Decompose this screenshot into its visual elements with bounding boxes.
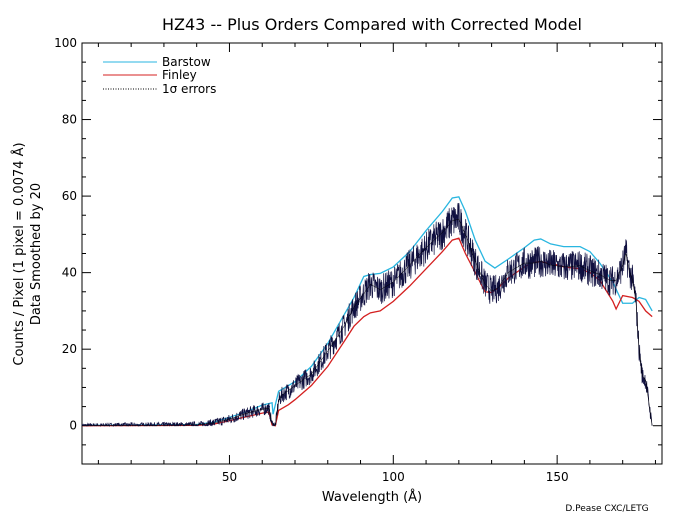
legend-label-barstow: Barstow bbox=[162, 55, 211, 69]
chart-title: HZ43 -- Plus Orders Compared with Correc… bbox=[162, 15, 582, 34]
x-axis-label: Wavelength (Å) bbox=[322, 489, 422, 505]
y-tick-label: 60 bbox=[62, 189, 77, 203]
legend-label-finley: Finley bbox=[162, 68, 197, 82]
credit-text: D.Pease CXC/LETG bbox=[565, 504, 648, 514]
legend-label-errors: 1σ errors bbox=[162, 82, 216, 96]
x-tick-label: 50 bbox=[222, 470, 237, 484]
y-tick-label: 100 bbox=[54, 36, 77, 50]
axis-ticks bbox=[82, 42, 662, 465]
series-barstow bbox=[81, 196, 653, 426]
y-tick-label: 80 bbox=[62, 113, 77, 127]
y-axis-sublabel: Data Smoothed by 20 bbox=[29, 183, 44, 325]
series-layer bbox=[81, 196, 653, 428]
y-tick-label: 0 bbox=[69, 419, 77, 433]
y-axis-label: Counts / Pixel (1 pixel = 0.0074 Å) bbox=[11, 142, 27, 365]
x-tick-label: 150 bbox=[546, 470, 569, 484]
y-tick-label: 40 bbox=[62, 266, 77, 280]
x-tick-label: 100 bbox=[382, 470, 405, 484]
y-tick-label: 20 bbox=[62, 342, 77, 356]
plot-frame bbox=[81, 42, 663, 465]
legend: Barstow Finley 1σ errors bbox=[103, 55, 216, 96]
axis-tick-labels: 50 100 150 0 20 40 60 80 100 bbox=[54, 36, 569, 484]
series-1-errors bbox=[81, 218, 653, 426]
